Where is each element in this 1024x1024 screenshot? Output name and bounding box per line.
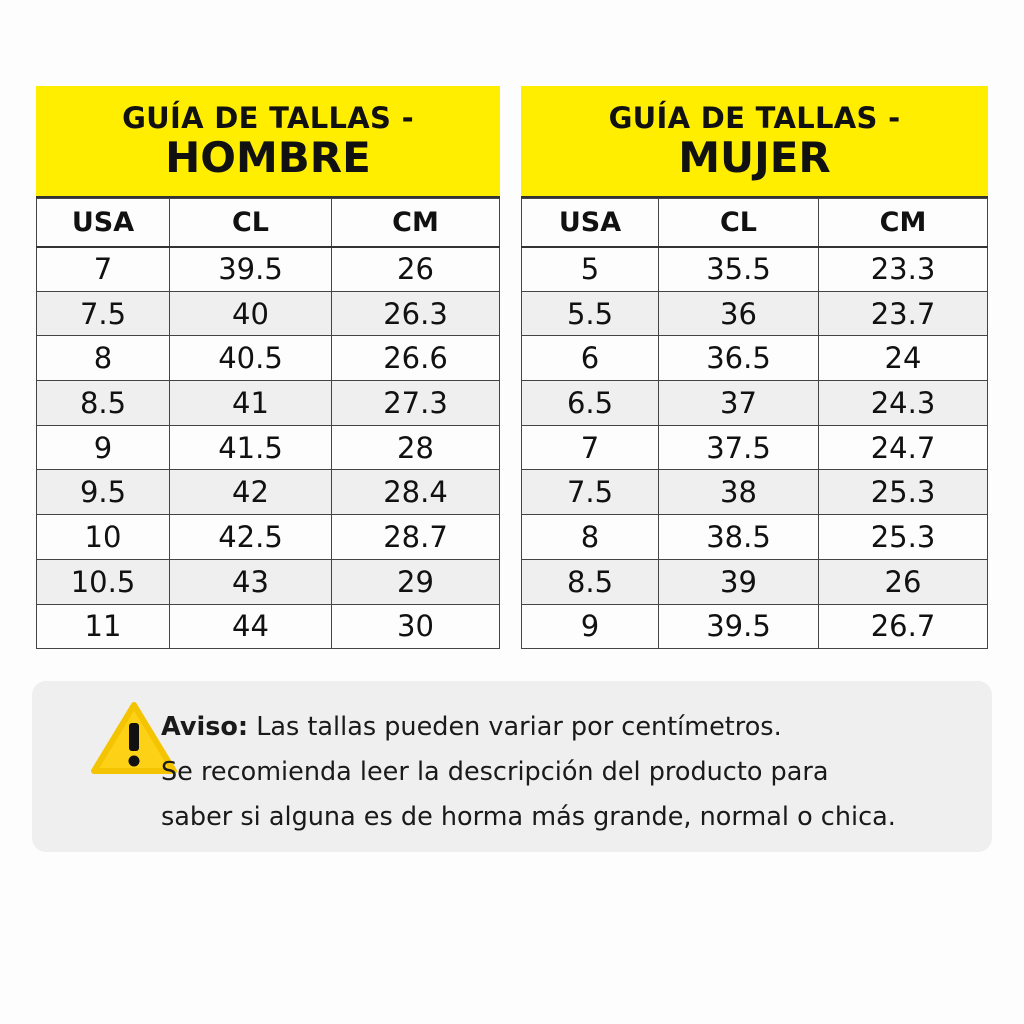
cell-cm: 23.7: [818, 290, 988, 337]
table-row: 9 39.5 26.7: [521, 603, 988, 650]
column-header-cm: CM: [331, 198, 500, 248]
cell-cm: 26: [818, 558, 988, 605]
cell-cl: 38: [658, 469, 819, 516]
table-row: 8 38.5 25.3: [521, 514, 988, 560]
column-header-row: USA CL CM: [521, 198, 988, 248]
cell-cl: 39.5: [658, 603, 819, 650]
column-header-cm: CM: [818, 198, 988, 248]
men-size-table: GUÍA DE TALLAS - HOMBRE USA CL CM 7 39.5 26 7.…: [36, 86, 500, 650]
cell-cl: 44: [169, 603, 332, 650]
cell-cm: 23.3: [818, 246, 988, 292]
column-header-cl: CL: [658, 198, 819, 248]
table-row: 6 36.5 24: [521, 335, 988, 382]
cell-cl: 37: [658, 380, 819, 426]
cell-cl: 40: [169, 290, 332, 337]
cell-usa: 6.5: [521, 380, 659, 426]
women-size-table: GUÍA DE TALLAS - MUJER USA CL CM 5 35.5 23.3 5…: [521, 86, 988, 650]
column-header-usa: USA: [36, 198, 170, 248]
notice-line3: saber si alguna es de horma más grande, …: [161, 802, 896, 832]
cell-cm: 27.3: [331, 380, 500, 426]
table-row: 6.5 37 24.3: [521, 380, 988, 426]
column-header-row: USA CL CM: [36, 198, 500, 248]
cell-cl: 40.5: [169, 335, 332, 382]
cell-cl: 42: [169, 469, 332, 516]
cell-cl: 39.5: [169, 246, 332, 292]
table-row: 10.5 43 29: [36, 558, 500, 605]
cell-usa: 10.5: [36, 558, 170, 605]
table-row: 5.5 36 23.7: [521, 290, 988, 337]
cell-usa: 6: [521, 335, 659, 382]
cell-cl: 37.5: [658, 424, 819, 471]
table-row: 11 44 30: [36, 603, 500, 650]
table-row: 9.5 42 28.4: [36, 469, 500, 516]
cell-cm: 26.3: [331, 290, 500, 337]
cell-cm: 24: [818, 335, 988, 382]
cell-cl: 42.5: [169, 514, 332, 560]
warning-triangle-icon: [91, 702, 177, 774]
cell-usa: 9: [36, 424, 170, 471]
notice-label: Aviso:: [161, 712, 249, 742]
cell-cl: 43: [169, 558, 332, 605]
notice-line1: Las tallas pueden variar por centímetros…: [256, 712, 782, 742]
cell-usa: 9: [521, 603, 659, 650]
cell-cm: 25.3: [818, 469, 988, 516]
cell-usa: 7.5: [521, 469, 659, 516]
table-row: 7 39.5 26: [36, 246, 500, 292]
table-row: 5 35.5 23.3: [521, 246, 988, 292]
cell-cm: 28.4: [331, 469, 500, 516]
table-row: 7 37.5 24.7: [521, 424, 988, 471]
cell-usa: 7: [36, 246, 170, 292]
table-row: 10 42.5 28.7: [36, 514, 500, 560]
cell-cm: 26: [331, 246, 500, 292]
cell-cm: 30: [331, 603, 500, 650]
cell-usa: 9.5: [36, 469, 170, 516]
cell-cm: 24.3: [818, 380, 988, 426]
cell-cl: 41.5: [169, 424, 332, 471]
cell-usa: 7.5: [36, 290, 170, 337]
table-row: 8.5 41 27.3: [36, 380, 500, 426]
cell-usa: 7: [521, 424, 659, 471]
men-title-line2: HOMBRE: [165, 133, 371, 182]
cell-cl: 36: [658, 290, 819, 337]
cell-usa: 11: [36, 603, 170, 650]
table-row: 8 40.5 26.6: [36, 335, 500, 382]
cell-cm: 28.7: [331, 514, 500, 560]
men-table-grid: USA CL CM 7 39.5 26 7.5 40 26.3 8 40.5 26.6 8.5 41 27.…: [36, 198, 500, 650]
women-table-grid: USA CL CM 5 35.5 23.3 5.5 36 23.7 6 36.5 24 6.5 37 24.…: [521, 198, 988, 650]
cell-cm: 26.7: [818, 603, 988, 650]
table-row: 9 41.5 28: [36, 424, 500, 471]
cell-usa: 8: [521, 514, 659, 560]
cell-cl: 39: [658, 558, 819, 605]
cell-cm: 26.6: [331, 335, 500, 382]
cell-cl: 38.5: [658, 514, 819, 560]
cell-usa: 8.5: [521, 558, 659, 605]
cell-usa: 5.5: [521, 290, 659, 337]
table-row: 8.5 39 26: [521, 558, 988, 605]
notice-text: Aviso: Las tallas pueden variar por cent…: [161, 705, 991, 840]
cell-cm: 24.7: [818, 424, 988, 471]
women-table-header: GUÍA DE TALLAS - MUJER: [521, 86, 988, 198]
column-header-usa: USA: [521, 198, 659, 248]
men-title-line1: GUÍA DE TALLAS -: [122, 101, 414, 135]
cell-cl: 41: [169, 380, 332, 426]
cell-cm: 29: [331, 558, 500, 605]
table-row: 7.5 38 25.3: [521, 469, 988, 516]
notice-box: Aviso: Las tallas pueden variar por cent…: [32, 681, 992, 852]
cell-cm: 25.3: [818, 514, 988, 560]
cell-cl: 35.5: [658, 246, 819, 292]
men-table-header: GUÍA DE TALLAS - HOMBRE: [36, 86, 500, 198]
cell-cm: 28: [331, 424, 500, 471]
cell-usa: 8: [36, 335, 170, 382]
table-row: 7.5 40 26.3: [36, 290, 500, 337]
women-title-line1: GUÍA DE TALLAS -: [608, 101, 901, 135]
cell-cl: 36.5: [658, 335, 819, 382]
cell-usa: 8.5: [36, 380, 170, 426]
notice-line2: Se recomienda leer la descripción del pr…: [161, 757, 829, 787]
column-header-cl: CL: [169, 198, 332, 248]
cell-usa: 10: [36, 514, 170, 560]
cell-usa: 5: [521, 246, 659, 292]
women-title-line2: MUJER: [678, 133, 831, 182]
